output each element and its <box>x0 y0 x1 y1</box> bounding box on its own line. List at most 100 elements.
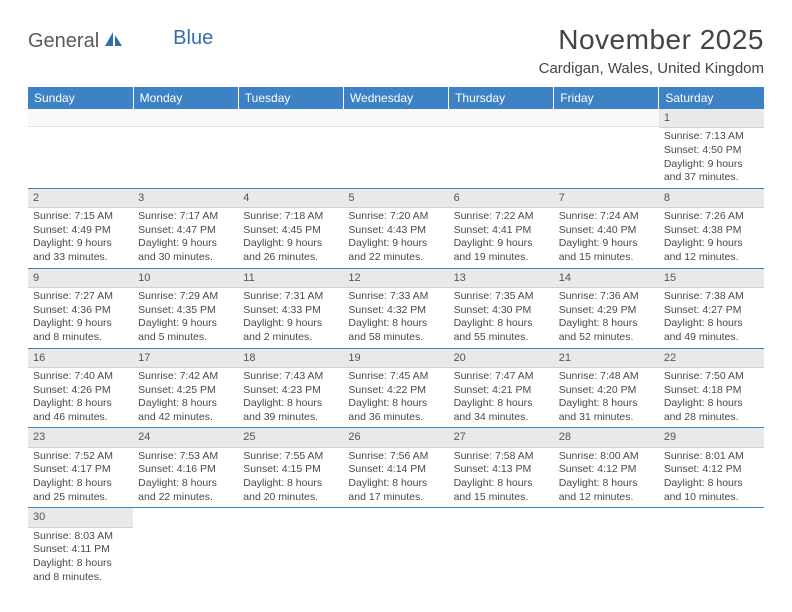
sunset-text: Sunset: 4:18 PM <box>664 384 759 398</box>
day-number: 13 <box>449 269 554 288</box>
empty-day-bar <box>133 109 238 127</box>
day-content: Sunrise: 8:00 AMSunset: 4:12 PMDaylight:… <box>554 448 659 508</box>
calendar-cell: 25Sunrise: 7:55 AMSunset: 4:15 PMDayligh… <box>238 428 343 508</box>
day-content: Sunrise: 7:45 AMSunset: 4:22 PMDaylight:… <box>343 368 448 428</box>
sunset-text: Sunset: 4:30 PM <box>454 304 549 318</box>
daylight-text: Daylight: 9 hours and 37 minutes. <box>664 158 759 185</box>
logo-text-a: General <box>28 30 99 53</box>
calendar-cell: 5Sunrise: 7:20 AMSunset: 4:43 PMDaylight… <box>343 188 448 268</box>
sunset-text: Sunset: 4:14 PM <box>348 463 443 477</box>
day-number: 4 <box>238 189 343 208</box>
sunrise-text: Sunrise: 7:45 AM <box>348 370 443 384</box>
daylight-text: Daylight: 9 hours and 30 minutes. <box>138 237 233 264</box>
sunrise-text: Sunrise: 7:52 AM <box>33 450 128 464</box>
calendar-cell: 1 Sunrise: 7:13 AMSunset: 4:50 PMDaylight… <box>659 109 764 188</box>
sunrise-text: Sunrise: 7:38 AM <box>664 290 759 304</box>
day-content: Sunrise: 7:17 AMSunset: 4:47 PMDaylight:… <box>133 208 238 268</box>
day-number: 19 <box>343 349 448 368</box>
calendar-cell: 2Sunrise: 7:15 AMSunset: 4:49 PMDaylight… <box>28 188 133 268</box>
sunrise-text: Sunrise: 7:40 AM <box>33 370 128 384</box>
sunset-text: Sunset: 4:41 PM <box>454 224 549 238</box>
sunset-text: Sunset: 4:13 PM <box>454 463 549 477</box>
calendar-cell <box>449 508 554 587</box>
day-content: Sunrise: 7:26 AMSunset: 4:38 PMDaylight:… <box>659 208 764 268</box>
sunset-text: Sunset: 4:16 PM <box>138 463 233 477</box>
day-number: 2 <box>28 189 133 208</box>
daylight-text: Daylight: 8 hours and 55 minutes. <box>454 317 549 344</box>
location: Cardigan, Wales, United Kingdom <box>539 60 764 77</box>
daylight-text: Daylight: 9 hours and 19 minutes. <box>454 237 549 264</box>
calendar-row: 2Sunrise: 7:15 AMSunset: 4:49 PMDaylight… <box>28 188 764 268</box>
sunset-text: Sunset: 4:50 PM <box>664 144 759 158</box>
sunset-text: Sunset: 4:22 PM <box>348 384 443 398</box>
sunrise-text: Sunrise: 8:03 AM <box>33 530 128 544</box>
daylight-text: Daylight: 8 hours and 17 minutes. <box>348 477 443 504</box>
calendar-cell: 23Sunrise: 7:52 AMSunset: 4:17 PMDayligh… <box>28 428 133 508</box>
calendar-cell <box>238 508 343 587</box>
sunset-text: Sunset: 4:35 PM <box>138 304 233 318</box>
daylight-text: Daylight: 9 hours and 2 minutes. <box>243 317 338 344</box>
sunrise-text: Sunrise: 7:27 AM <box>33 290 128 304</box>
sunrise-text: Sunrise: 7:29 AM <box>138 290 233 304</box>
day-content: Sunrise: 7:40 AMSunset: 4:26 PMDaylight:… <box>28 368 133 428</box>
day-content: Sunrise: 7:56 AMSunset: 4:14 PMDaylight:… <box>343 448 448 508</box>
day-number: 14 <box>554 269 659 288</box>
day-number: 1 <box>659 109 764 128</box>
day-content: Sunrise: 7:18 AMSunset: 4:45 PMDaylight:… <box>238 208 343 268</box>
day-content: Sunrise: 7:29 AMSunset: 4:35 PMDaylight:… <box>133 288 238 348</box>
sunrise-text: Sunrise: 7:20 AM <box>348 210 443 224</box>
sunrise-text: Sunrise: 7:13 AM <box>664 130 759 144</box>
day-content: Sunrise: 7:53 AMSunset: 4:16 PMDaylight:… <box>133 448 238 508</box>
calendar-cell: 27Sunrise: 7:58 AMSunset: 4:13 PMDayligh… <box>449 428 554 508</box>
daylight-text: Daylight: 8 hours and 12 minutes. <box>559 477 654 504</box>
day-number: 10 <box>133 269 238 288</box>
sunset-text: Sunset: 4:11 PM <box>33 543 128 557</box>
daylight-text: Daylight: 8 hours and 58 minutes. <box>348 317 443 344</box>
calendar-row: 9Sunrise: 7:27 AMSunset: 4:36 PMDaylight… <box>28 268 764 348</box>
daylight-text: Daylight: 8 hours and 39 minutes. <box>243 397 338 424</box>
day-number: 11 <box>238 269 343 288</box>
day-content: Sunrise: 7:55 AMSunset: 4:15 PMDaylight:… <box>238 448 343 508</box>
sunset-text: Sunset: 4:17 PM <box>33 463 128 477</box>
calendar-cell: 3Sunrise: 7:17 AMSunset: 4:47 PMDaylight… <box>133 188 238 268</box>
day-content: Sunrise: 7:38 AMSunset: 4:27 PMDaylight:… <box>659 288 764 348</box>
sunset-text: Sunset: 4:12 PM <box>664 463 759 477</box>
calendar-cell <box>343 109 448 188</box>
daylight-text: Daylight: 8 hours and 15 minutes. <box>454 477 549 504</box>
calendar-cell: 19Sunrise: 7:45 AMSunset: 4:22 PMDayligh… <box>343 348 448 428</box>
weekday-header: Monday <box>133 87 238 109</box>
day-number: 15 <box>659 269 764 288</box>
sunrise-text: Sunrise: 7:26 AM <box>664 210 759 224</box>
sunset-text: Sunset: 4:23 PM <box>243 384 338 398</box>
calendar-cell: 15Sunrise: 7:38 AMSunset: 4:27 PMDayligh… <box>659 268 764 348</box>
sunrise-text: Sunrise: 7:53 AM <box>138 450 233 464</box>
month-title: November 2025 <box>539 24 764 56</box>
calendar-cell: 17Sunrise: 7:42 AMSunset: 4:25 PMDayligh… <box>133 348 238 428</box>
calendar-cell <box>133 109 238 188</box>
day-number: 18 <box>238 349 343 368</box>
daylight-text: Daylight: 8 hours and 25 minutes. <box>33 477 128 504</box>
day-number: 6 <box>449 189 554 208</box>
day-number: 5 <box>343 189 448 208</box>
calendar-cell <box>28 109 133 188</box>
day-number: 25 <box>238 428 343 447</box>
daylight-text: Daylight: 9 hours and 26 minutes. <box>243 237 338 264</box>
day-number: 8 <box>659 189 764 208</box>
sunrise-text: Sunrise: 7:22 AM <box>454 210 549 224</box>
daylight-text: Daylight: 8 hours and 46 minutes. <box>33 397 128 424</box>
sunrise-text: Sunrise: 7:47 AM <box>454 370 549 384</box>
sunrise-text: Sunrise: 7:18 AM <box>243 210 338 224</box>
empty-day-bar <box>238 109 343 127</box>
day-content: Sunrise: 7:36 AMSunset: 4:29 PMDaylight:… <box>554 288 659 348</box>
title-block: November 2025 Cardigan, Wales, United Ki… <box>539 24 764 77</box>
day-number: 7 <box>554 189 659 208</box>
calendar-table: Sunday Monday Tuesday Wednesday Thursday… <box>28 87 764 587</box>
calendar-cell: 21Sunrise: 7:48 AMSunset: 4:20 PMDayligh… <box>554 348 659 428</box>
daylight-text: Daylight: 9 hours and 12 minutes. <box>664 237 759 264</box>
sunset-text: Sunset: 4:33 PM <box>243 304 338 318</box>
calendar-row: 30Sunrise: 8:03 AMSunset: 4:11 PMDayligh… <box>28 508 764 587</box>
weekday-header: Thursday <box>449 87 554 109</box>
day-content: Sunrise: 7:35 AMSunset: 4:30 PMDaylight:… <box>449 288 554 348</box>
day-number: 24 <box>133 428 238 447</box>
sunset-text: Sunset: 4:47 PM <box>138 224 233 238</box>
